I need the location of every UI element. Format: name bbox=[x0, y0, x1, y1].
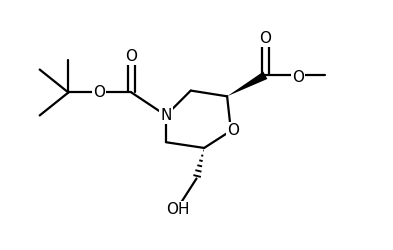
Text: OH: OH bbox=[165, 202, 189, 218]
Text: N: N bbox=[160, 108, 172, 123]
Polygon shape bbox=[227, 72, 267, 96]
Text: O: O bbox=[125, 49, 138, 64]
Text: O: O bbox=[259, 32, 271, 46]
Text: O: O bbox=[93, 85, 105, 100]
Text: O: O bbox=[292, 70, 304, 85]
Text: O: O bbox=[227, 123, 239, 138]
